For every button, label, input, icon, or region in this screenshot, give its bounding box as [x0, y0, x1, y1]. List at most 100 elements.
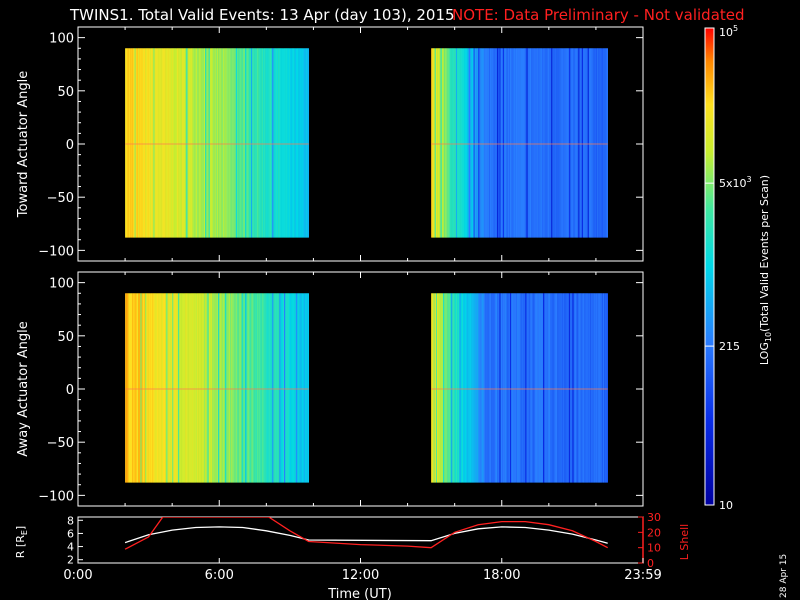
heatmap-time-column: [528, 293, 531, 483]
heatmap-time-column: [181, 48, 184, 238]
heatmap-time-column: [547, 293, 550, 483]
heatmap-time-column: [471, 48, 473, 238]
heatmap-time-column: [550, 48, 552, 238]
heatmap-time-column: [240, 293, 242, 483]
heatmap-time-column: [553, 48, 556, 238]
heatmap-time-column: [502, 293, 505, 483]
heatmap-time-column: [249, 48, 252, 238]
heatmap-time-column: [176, 293, 179, 483]
heatmap-time-column: [285, 48, 287, 238]
heatmap-time-column: [198, 293, 200, 483]
heatmap-time-column: [228, 293, 231, 483]
heatmap-time-column: [232, 293, 234, 483]
chart-title: TWINS1. Total Valid Events: 13 Apr (day …: [69, 6, 455, 24]
heatmap-time-column: [180, 293, 182, 483]
heatmap-time-column: [228, 48, 231, 238]
heatmap-time-column: [208, 293, 211, 483]
heatmap-time-column: [593, 48, 596, 238]
heatmap-time-column: [139, 48, 141, 238]
heatmap-time-column: [206, 48, 208, 238]
heatmap-time-column: [509, 293, 512, 483]
heatmap-time-column: [288, 48, 291, 238]
heatmap-time-column: [548, 293, 551, 483]
colorbar-tick-label: 10: [719, 499, 733, 512]
heatmap-time-column: [242, 293, 245, 483]
heatmap-time-column: [239, 293, 241, 483]
heatmap-time-column: [125, 48, 127, 238]
heatmap-time-column: [515, 293, 518, 483]
heatmap-time-column: [461, 48, 464, 238]
heatmap-time-column: [280, 293, 282, 483]
heatmap-time-column: [276, 48, 279, 238]
heatmap-time-column: [261, 293, 264, 483]
lshell-axis-label: L Shell: [678, 524, 691, 560]
heatmap-time-column: [136, 293, 139, 483]
heatmap-time-column: [301, 293, 304, 483]
heatmap-time-column: [267, 48, 269, 238]
heatmap-time-column: [276, 293, 279, 483]
heatmap-time-column: [185, 48, 187, 238]
heatmap-time-column: [462, 48, 465, 238]
heatmap-time-column: [183, 293, 186, 483]
heatmap-time-column: [506, 293, 508, 483]
heatmap-time-column: [287, 293, 289, 483]
heatmap-time-column: [234, 293, 237, 483]
heatmap-time-column: [554, 293, 557, 483]
heatmap-time-column: [133, 293, 135, 483]
heatmap-time-column: [602, 293, 605, 483]
heatmap-time-column: [192, 48, 194, 238]
heatmap-time-column: [129, 48, 132, 238]
heatmap-time-column: [161, 48, 164, 238]
heatmap-time-column: [156, 48, 159, 238]
heatmap-time-column: [587, 48, 590, 238]
heatmap-time-column: [484, 293, 486, 483]
heatmap-time-column: [251, 293, 253, 483]
heatmap-time-column: [481, 293, 484, 483]
heatmap-time-column: [484, 48, 486, 238]
heatmap-time-column: [474, 293, 477, 483]
heatmap-time-column: [220, 48, 222, 238]
heatmap-time-column: [475, 48, 478, 238]
heatmap-time-column: [531, 293, 533, 483]
heatmap-time-column: [272, 293, 274, 483]
heatmap-time-column: [439, 293, 441, 483]
heatmap-time-column: [514, 48, 517, 238]
heatmap-time-column: [552, 48, 554, 238]
heatmap-time-column: [259, 293, 261, 483]
heatmap-time-column: [187, 48, 189, 238]
heatmap-time-column: [553, 293, 556, 483]
colorbar-ticks: 10 215 5x103 105: [705, 24, 752, 512]
radius-tick-label: 8: [67, 514, 74, 527]
heatmap-time-column: [593, 293, 596, 483]
heatmap-time-column: [522, 48, 525, 238]
heatmap-time-column: [125, 293, 127, 483]
heatmap-time-column: [126, 48, 128, 238]
heatmap-time-column: [243, 48, 246, 238]
heatmap-time-column: [213, 48, 215, 238]
heatmap-time-column: [473, 293, 475, 483]
heatmap-time-column: [469, 48, 472, 238]
radius-tick-label: 2: [67, 554, 74, 567]
heatmap-time-column: [468, 48, 471, 238]
heatmap-time-column: [487, 293, 490, 483]
heatmap-time-column: [578, 293, 580, 483]
heatmap-time-column: [437, 48, 439, 238]
heatmap-time-column: [494, 293, 497, 483]
heatmap-time-column: [478, 48, 480, 238]
heatmap-time-column: [459, 48, 461, 238]
heatmap-time-column: [544, 48, 546, 238]
heatmap-time-column: [196, 48, 199, 238]
heatmap-time-column: [448, 48, 451, 238]
heatmap-time-column: [135, 48, 138, 238]
heatmap-time-column: [520, 293, 523, 483]
heatmap-time-column: [209, 293, 212, 483]
heatmap-time-column: [432, 293, 434, 483]
heatmap-time-column: [213, 293, 215, 483]
heatmap-time-column: [573, 48, 576, 238]
heatmap-time-column: [600, 293, 603, 483]
heatmap-time-column: [211, 293, 213, 483]
heatmap-time-column: [166, 293, 168, 483]
heatmap-time-column: [606, 48, 608, 238]
heatmap-time-column: [495, 48, 498, 238]
